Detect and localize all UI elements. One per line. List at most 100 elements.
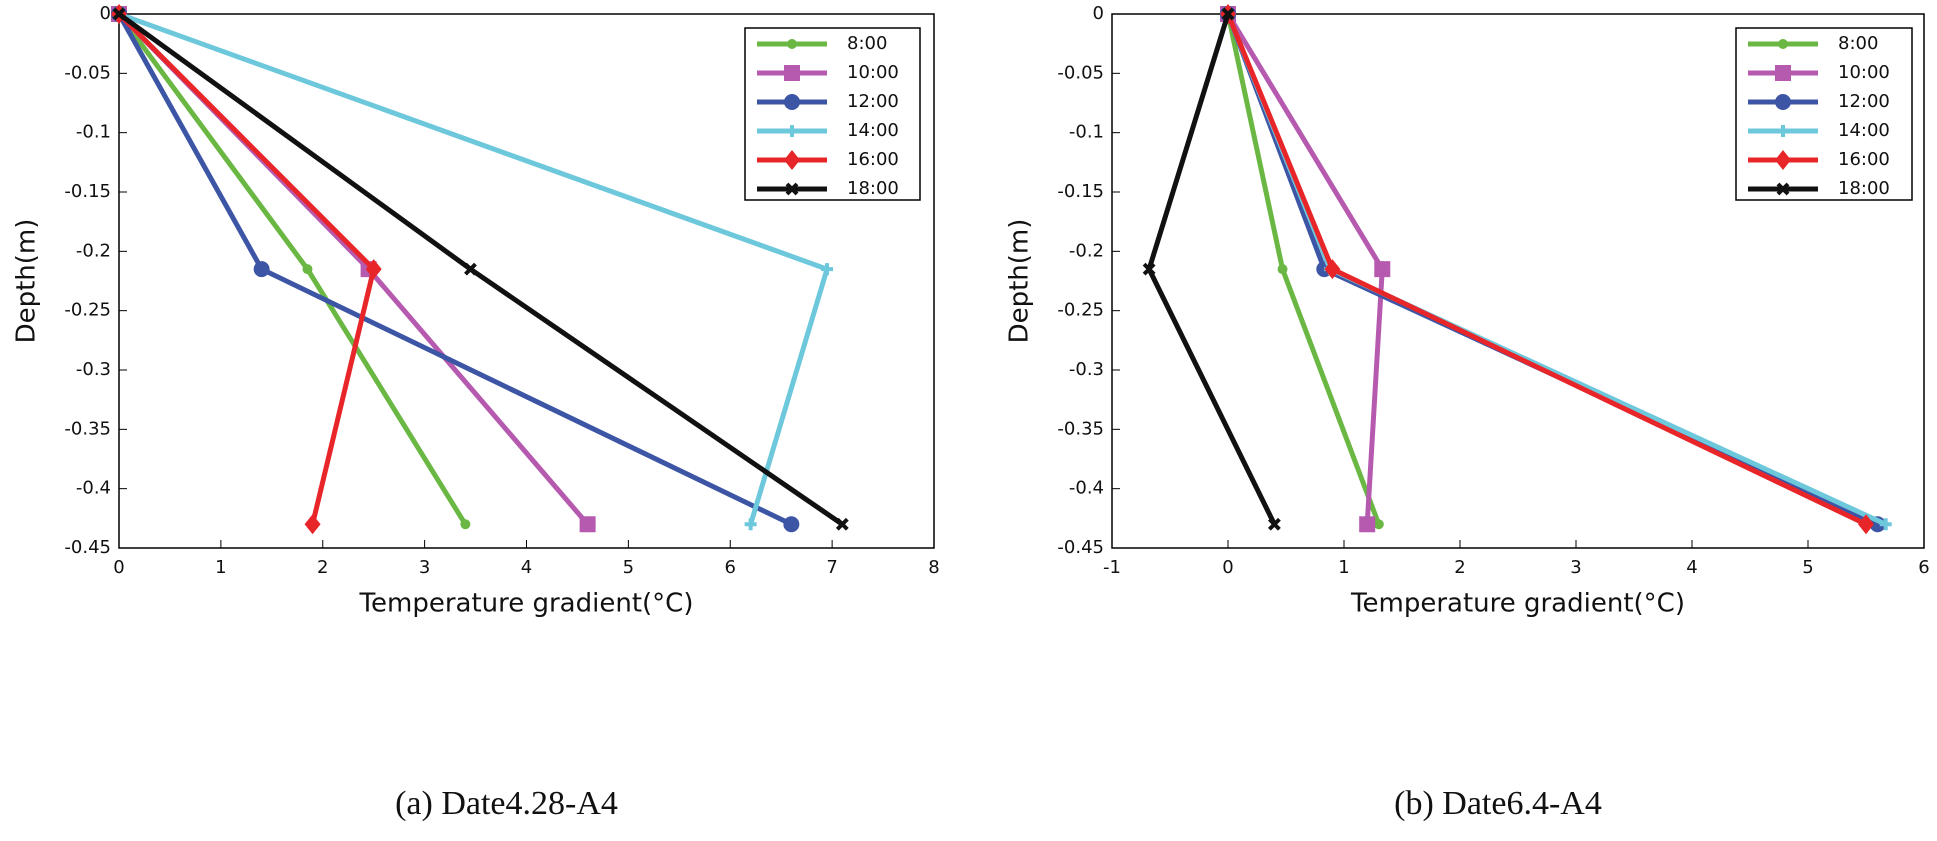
legend-label: 16:00 (1838, 149, 1890, 170)
caption: (a) Date4.28-A4 (395, 785, 618, 822)
marker (464, 262, 477, 276)
y-tick-label: -0.35 (1057, 418, 1104, 439)
marker (1879, 518, 1892, 531)
marker (1776, 182, 1790, 196)
line (116, 12, 468, 526)
x-tick-label: 7 (826, 557, 837, 578)
marker (112, 7, 126, 21)
marker (784, 65, 800, 81)
y-tick-label: -0.2 (1069, 240, 1104, 261)
legend-label: 10:00 (847, 62, 899, 83)
y-tick-label: -0.35 (64, 418, 111, 439)
y-tick-label: -0.45 (1057, 537, 1104, 558)
y-tick-label: -0.4 (1069, 478, 1104, 499)
marker (1858, 514, 1874, 535)
x-tick-label: 2 (317, 557, 328, 578)
line (1225, 12, 1385, 525)
marker (784, 94, 800, 110)
y-axis-label: Depth(m) (1005, 219, 1035, 344)
legend-label: 14:00 (847, 120, 899, 141)
legend-box (1735, 27, 1913, 201)
legend-label: 18:00 (1838, 178, 1890, 199)
marker (821, 263, 834, 276)
x-axis-label: Temperature gradient(°C) (1350, 589, 1685, 619)
x-tick-label: 1 (215, 557, 226, 578)
x-tick-label: 4 (521, 557, 532, 578)
legend: 8:00 10:00 12:00 14:00 16:00 18:00 (744, 27, 921, 201)
marker (1324, 259, 1341, 280)
legend-box (744, 27, 921, 201)
chart: 0 1 2 3 4 5 6 7 8 0 -0.05 -0.1 -0.15 -0.2 -0.25 -0.3 -0.… (12, 3, 940, 822)
x-tick-label: 5 (1802, 557, 1813, 578)
y-tick-label: 0 (1093, 3, 1104, 24)
marker (1374, 261, 1391, 278)
y-tick-label: -0.05 (64, 62, 111, 83)
marker (1142, 262, 1156, 276)
line (117, 11, 844, 527)
legend-label: 14:00 (1838, 120, 1890, 141)
x-tick-label: 5 (623, 557, 634, 578)
marker (1221, 7, 1235, 21)
marker (1359, 516, 1376, 533)
x-tick-label: 0 (1222, 557, 1233, 578)
x-tick-label: 3 (419, 557, 430, 578)
marker (785, 182, 799, 196)
caption: (b) Date6.4-A4 (1394, 785, 1602, 822)
marker (783, 516, 800, 533)
marker (1778, 39, 1788, 49)
y-tick-label: -0.05 (1057, 62, 1104, 83)
y-tick-label: -0.3 (1069, 359, 1104, 380)
x-tick-label: 0 (113, 557, 124, 578)
line (1225, 13, 1382, 526)
marker (1373, 519, 1384, 530)
marker (1775, 94, 1791, 110)
legend-label: 16:00 (847, 149, 899, 170)
x-tick-label: 8 (928, 557, 939, 578)
marker (1267, 517, 1281, 531)
y-axis-label: Depth(m) (12, 219, 42, 344)
legend-label: 12:00 (1838, 91, 1890, 112)
x-tick-label: -1 (1103, 557, 1121, 578)
marker (460, 519, 471, 530)
legend-label: 12:00 (847, 91, 899, 112)
marker (579, 516, 596, 533)
marker (1775, 150, 1791, 170)
y-tick-label: -0.15 (64, 181, 111, 202)
x-tick-label: 2 (1454, 557, 1465, 578)
plot-frame (1111, 13, 1925, 549)
y-tick-label: -0.1 (1069, 122, 1104, 143)
marker (784, 150, 800, 170)
marker (786, 125, 798, 137)
y-tick-label: -0.45 (64, 537, 111, 558)
y-tick-label: -0.25 (1057, 300, 1104, 321)
marker (1277, 264, 1288, 275)
line (116, 12, 793, 527)
legend-label: 10:00 (1838, 62, 1890, 83)
line (117, 12, 590, 526)
y-tick-label: -0.15 (1057, 181, 1104, 202)
legend-label: 8:00 (1838, 33, 1878, 54)
y-tick-label: -0.2 (76, 240, 111, 261)
y-tick-label: 0 (100, 3, 111, 24)
marker (835, 517, 849, 531)
y-tick-label: -0.3 (76, 359, 111, 380)
marker (365, 259, 382, 280)
x-tick-label: 4 (1686, 557, 1697, 578)
legend: 8:00 10:00 12:00 14:00 16:00 18:00 (1735, 27, 1913, 201)
marker (744, 518, 757, 531)
legend-label: 18:00 (847, 178, 899, 199)
x-axis-label: Temperature gradient(°C) (359, 589, 694, 619)
x-tick-label: 6 (725, 557, 736, 578)
marker (302, 264, 313, 275)
x-tick-label: 1 (1338, 557, 1349, 578)
y-tick-label: -0.1 (76, 122, 111, 143)
marker (1777, 125, 1789, 137)
x-tick-label: 3 (1570, 557, 1581, 578)
y-tick-label: -0.4 (76, 478, 111, 499)
marker (253, 261, 270, 278)
marker (787, 39, 797, 49)
marker (304, 514, 321, 535)
x-tick-label: 6 (1918, 557, 1929, 578)
legend-label: 8:00 (847, 33, 887, 54)
